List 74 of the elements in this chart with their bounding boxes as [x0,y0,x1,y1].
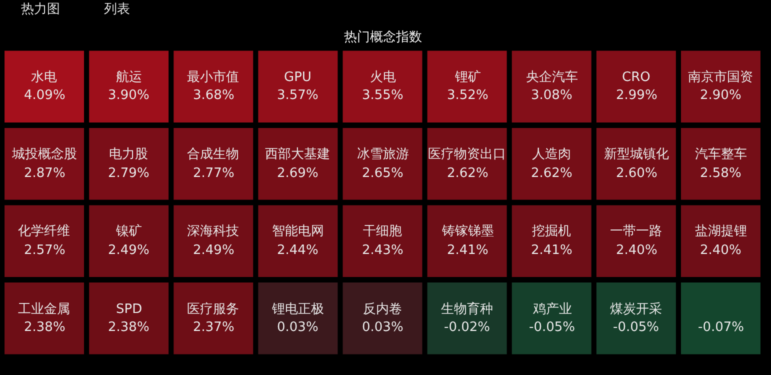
category-label: 化学纤维 [18,224,70,239]
data-label: 2.37% [193,320,234,335]
category-label: 铸镓锑墨 [441,224,494,239]
data-label: 2.41% [531,243,572,258]
data-label: 4.09% [24,88,66,103]
data-label: 2.44% [277,243,318,258]
data-label: 2.87% [24,166,66,181]
category-label: 锂电正极 [271,302,324,317]
category-label: 一带一路 [610,224,662,239]
category-label: 汽车整车 [695,147,747,162]
data-label: 2.77% [193,166,234,181]
text: 列表 [104,2,130,17]
category-label: SPD [116,302,142,317]
category-label: 煤炭开采 [610,302,662,317]
category-label: 新型城镇化 [604,147,669,162]
category-label: GPU [284,70,312,85]
data-label: 0.03% [277,320,318,335]
data-label: -0.05% [529,320,575,335]
category-label: 工业金属 [18,302,70,317]
category-label: 智能电网 [272,224,324,239]
data-label: 2.57% [24,243,66,258]
data-label: 3.08% [531,88,572,103]
category-label: 干细胞 [363,224,402,239]
data-label: 2.43% [362,243,404,258]
category-label: 水电 [31,70,57,85]
data-label: 2.38% [108,320,150,335]
data-label: 2.90% [700,88,742,103]
data-label: 2.65% [362,166,404,181]
category-label: 冰雪旅游 [357,147,409,162]
data-label: 2.38% [24,320,66,335]
category-label: 城投概念股 [11,147,77,162]
category-label: 锂矿 [454,70,481,85]
data-label: 3.57% [277,88,318,103]
category-label: 生物育种 [441,301,493,317]
data-label: 0.03% [362,320,404,335]
data-label: 2.69% [277,166,318,181]
category-label: 鸡产业 [532,302,572,317]
data-label: 2.99% [616,88,658,103]
category-label: 最小市值 [187,70,239,85]
category-label: 人造肉 [532,147,571,162]
category-label: 盐湖提锂 [695,224,747,239]
data-label: 2.41% [447,243,488,258]
category-label: 电力股 [109,147,148,162]
data-label: 3.68% [193,88,234,103]
category-label: 航运 [116,70,142,85]
data-label: 2.79% [108,166,150,181]
category-label: 医疗物资出口 [428,147,506,162]
category-label: 镍矿 [115,224,142,239]
data-label: -0.07% [698,320,744,335]
data-label: -0.02% [444,320,490,335]
category-label: 央企汽车 [526,70,578,85]
data-label: 3.52% [447,88,488,103]
text: 热门概念指数 [344,29,422,45]
category-label: 火电 [370,70,396,85]
category-label: 挖掘机 [532,224,571,239]
category-label: CRO [622,70,650,85]
data-label: 2.49% [193,243,234,258]
category-label: 西部大基建 [265,147,330,162]
category-label: 医疗服务 [187,302,239,317]
data-label: 2.62% [531,166,572,181]
data-label: 3.90% [108,88,150,103]
data-label: -0.05% [613,320,659,335]
category-label: 反内卷 [363,302,402,317]
data-label: 2.40% [700,243,742,258]
data-label: 2.40% [616,243,658,258]
data-label: 2.58% [700,166,742,181]
category-label: 深海科技 [187,224,239,239]
data-label: 3.55% [362,88,404,103]
data-label: 2.60% [616,166,658,181]
category-label: 合成生物 [187,147,239,162]
text: 热力图 [21,2,60,17]
data-label: 2.49% [108,243,150,258]
category-label: 南京市国资 [688,70,753,85]
data-label: 2.62% [447,166,488,181]
